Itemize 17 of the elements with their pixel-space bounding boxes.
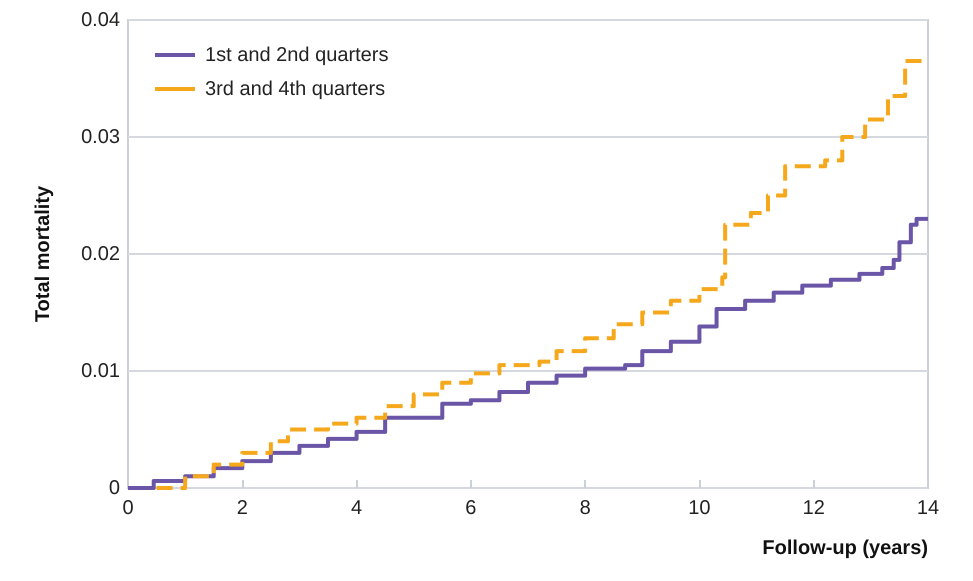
y-tick-label: 0.04 xyxy=(81,9,120,31)
x-tick-label: 12 xyxy=(802,497,825,519)
legend-label: 3rd and 4th quarters xyxy=(205,78,386,100)
x-tick-label: 0 xyxy=(122,497,134,519)
y-tick-label: 0 xyxy=(108,477,120,499)
x-tick-label: 14 xyxy=(916,497,940,519)
y-tick-label: 0.01 xyxy=(81,360,120,382)
x-axis-title: Follow-up (years) xyxy=(762,537,928,559)
legend-label: 1st and 2nd quarters xyxy=(205,44,388,66)
x-tick-label: 2 xyxy=(236,497,248,519)
x-tick-label: 10 xyxy=(688,497,711,519)
x-tick-label: 8 xyxy=(580,497,591,519)
y-tick-label: 0.02 xyxy=(81,243,120,265)
x-tick-label: 6 xyxy=(465,497,476,519)
x-tick-label: 4 xyxy=(351,497,362,519)
y-tick-label: 0.03 xyxy=(81,126,120,148)
y-axis-title: Total mortality xyxy=(32,184,54,322)
